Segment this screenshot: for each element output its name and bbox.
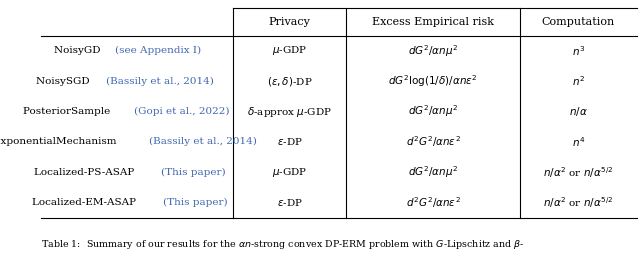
Text: $d^2G^2/\alpha n\varepsilon^2$: $d^2G^2/\alpha n\varepsilon^2$ [406, 195, 460, 210]
Text: $dG^2 \log(1/\delta)/\alpha n\varepsilon^2$: $dG^2 \log(1/\delta)/\alpha n\varepsilon… [388, 73, 477, 89]
Text: $n/\alpha^2$ or $n/\alpha^{5/2}$: $n/\alpha^2$ or $n/\alpha^{5/2}$ [543, 195, 614, 210]
Text: $(\varepsilon, \delta)$-DP: $(\varepsilon, \delta)$-DP [267, 75, 312, 88]
Text: Computation: Computation [542, 17, 615, 27]
Text: $\varepsilon$-DP: $\varepsilon$-DP [276, 136, 303, 147]
Text: $\delta$-approx $\mu$-GDP: $\delta$-approx $\mu$-GDP [247, 105, 332, 119]
Text: $n^4$: $n^4$ [572, 135, 585, 149]
Text: ExponentialMechanism: ExponentialMechanism [0, 137, 120, 147]
Text: (This paper): (This paper) [163, 198, 228, 207]
Text: $dG^2/\alpha n\mu^2$: $dG^2/\alpha n\mu^2$ [408, 104, 458, 119]
Text: NoisyGD: NoisyGD [54, 46, 104, 55]
Text: (Bassily et al., 2014): (Bassily et al., 2014) [106, 77, 214, 86]
Text: Table 1:  Summary of our results for the $\alpha n$-strong convex DP-ERM problem: Table 1: Summary of our results for the … [41, 238, 525, 251]
Text: (Gopi et al., 2022): (Gopi et al., 2022) [134, 107, 230, 116]
Text: Localized-EM-ASAP: Localized-EM-ASAP [31, 198, 139, 207]
Text: $dG^2/\alpha n\mu^2$: $dG^2/\alpha n\mu^2$ [408, 164, 458, 180]
Text: Privacy: Privacy [269, 17, 310, 27]
Text: NoisySGD: NoisySGD [36, 77, 93, 86]
Text: $n/\alpha^2$ or $n/\alpha^{5/2}$: $n/\alpha^2$ or $n/\alpha^{5/2}$ [543, 165, 614, 180]
Text: $n/\alpha$: $n/\alpha$ [569, 105, 588, 118]
Text: (see Appendix I): (see Appendix I) [115, 46, 201, 55]
Text: $\mu$-GDP: $\mu$-GDP [272, 166, 307, 179]
Text: $n^2$: $n^2$ [572, 74, 585, 88]
Text: $\mu$-GDP: $\mu$-GDP [272, 44, 307, 57]
Text: $d^2G^2/\alpha n\varepsilon^2$: $d^2G^2/\alpha n\varepsilon^2$ [406, 134, 460, 149]
Text: $n^3$: $n^3$ [572, 44, 585, 58]
Text: $dG^2/\alpha n\mu^2$: $dG^2/\alpha n\mu^2$ [408, 43, 458, 59]
Text: (Bassily et al., 2014): (Bassily et al., 2014) [149, 137, 257, 147]
Text: Localized-PS-ASAP: Localized-PS-ASAP [34, 168, 138, 177]
Text: PosteriorSample: PosteriorSample [23, 107, 113, 116]
Text: (This paper): (This paper) [161, 168, 226, 177]
Text: $\varepsilon$-DP: $\varepsilon$-DP [276, 197, 303, 208]
Text: Excess Empirical risk: Excess Empirical risk [372, 17, 494, 27]
